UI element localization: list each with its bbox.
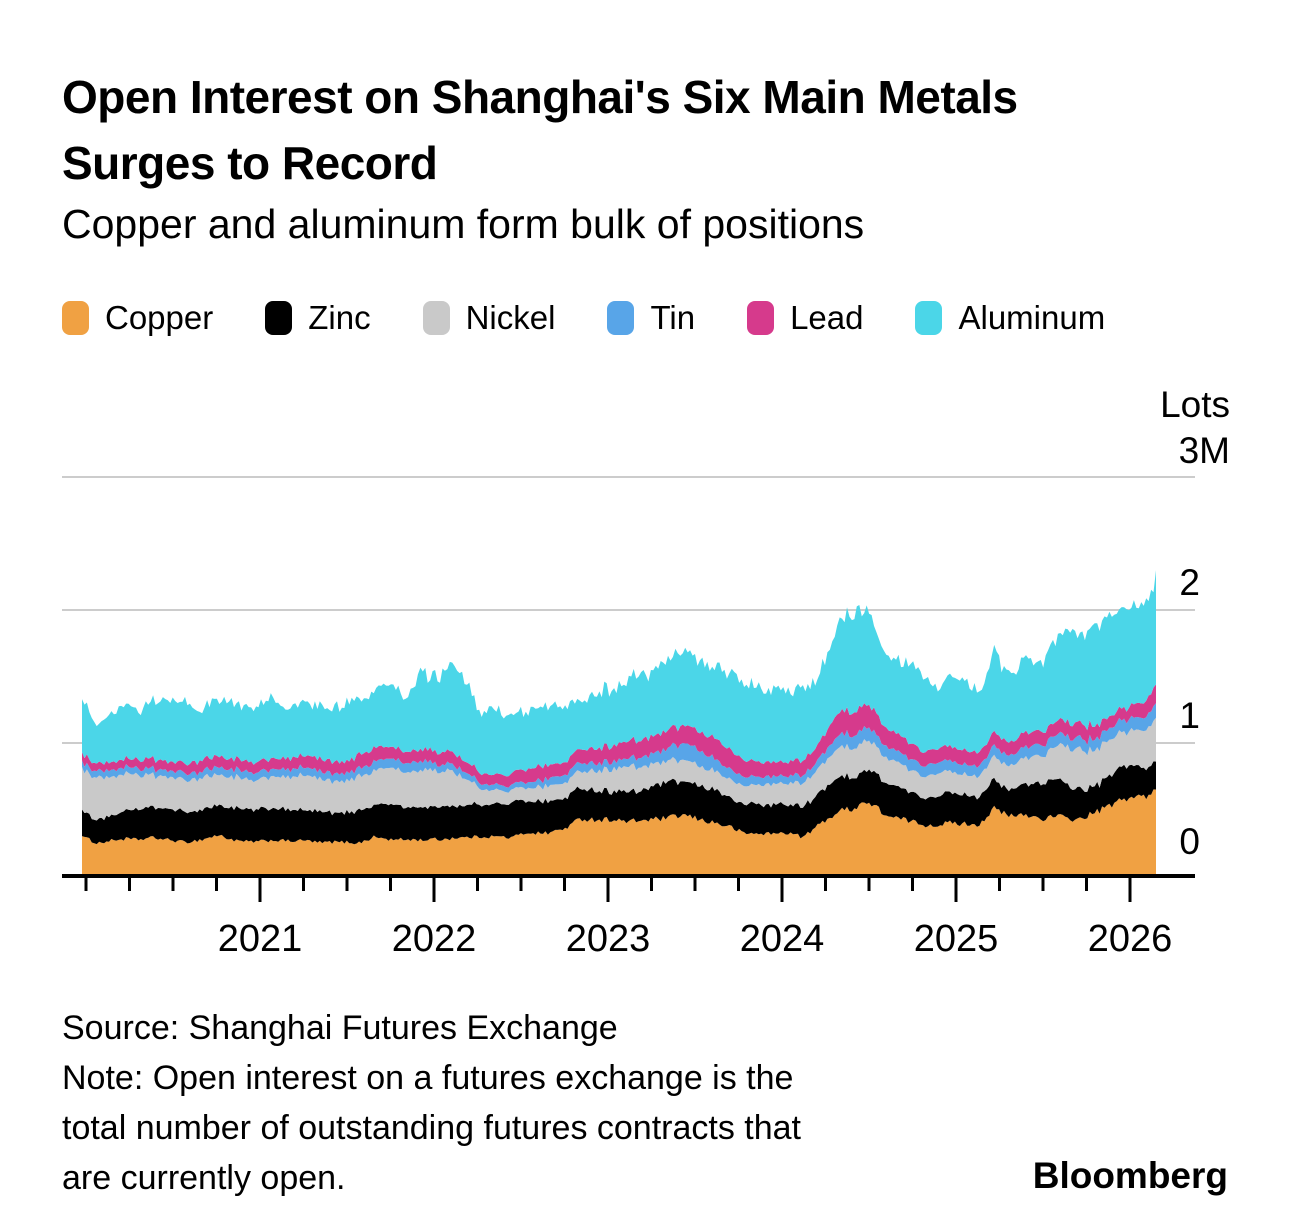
legend-item-nickel: Nickel bbox=[422, 299, 556, 336]
x-tick-label: 2026 bbox=[1088, 918, 1173, 960]
chart-legend: Copper Zinc Nickel Tin Lead Aluminum bbox=[62, 300, 1105, 336]
source-line: Source: Shanghai Futures Exchange bbox=[62, 1009, 618, 1047]
x-tick-label: 2023 bbox=[566, 918, 651, 960]
copper-swatch-icon bbox=[62, 301, 89, 335]
legend-item-lead: Lead bbox=[747, 300, 863, 336]
x-tick-label: 2025 bbox=[914, 918, 999, 960]
bloomberg-logo: Bloomberg bbox=[1032, 1155, 1228, 1196]
area-lead bbox=[82, 684, 1156, 788]
legend-item-zinc: Zinc bbox=[265, 299, 371, 336]
legend-label: Nickel bbox=[465, 299, 556, 336]
zinc-swatch-icon bbox=[265, 301, 293, 335]
tin-swatch-icon bbox=[607, 301, 635, 335]
area-copper bbox=[82, 789, 1156, 876]
note-line-3: are currently open. bbox=[62, 1159, 346, 1197]
x-tick-labels: 2021 2022 2023 2024 2025 2026 bbox=[218, 918, 1173, 960]
lead-swatch-icon bbox=[747, 301, 775, 335]
note-line-1: Note: Open interest on a futures exchang… bbox=[62, 1059, 794, 1097]
title-line-2: Surges to Record bbox=[62, 137, 438, 189]
chart-subtitle: Copper and aluminum form bulk of positio… bbox=[62, 201, 865, 247]
legend-label: Tin bbox=[650, 299, 696, 336]
legend-label: Copper bbox=[105, 299, 214, 336]
x-tick-label: 2024 bbox=[740, 918, 825, 960]
legend-label: Zinc bbox=[308, 299, 371, 336]
legend-item-tin: Tin bbox=[607, 300, 695, 336]
y-tick-label: 0 bbox=[1179, 821, 1200, 862]
title-line-1: Open Interest on Shanghai's Six Main Met… bbox=[62, 71, 1018, 123]
legend-label: Lead bbox=[790, 299, 864, 336]
note-line-2: total number of outstanding futures cont… bbox=[62, 1109, 801, 1147]
y-axis-unit-label: Lots bbox=[1160, 384, 1230, 425]
aluminum-swatch-icon bbox=[915, 301, 943, 335]
y-tick-label: 1 bbox=[1179, 695, 1200, 736]
y-tick-label: 2 bbox=[1179, 562, 1200, 603]
x-tick-label: 2021 bbox=[218, 918, 303, 960]
legend-item-copper: Copper bbox=[62, 300, 213, 336]
area-aluminum bbox=[82, 570, 1156, 777]
legend-label: Aluminum bbox=[958, 299, 1106, 336]
legend-item-aluminum: Aluminum bbox=[915, 300, 1105, 336]
y-tick-labels: 0 1 2 3M Lots bbox=[1160, 384, 1230, 862]
stacked-areas bbox=[82, 570, 1156, 876]
area-nickel bbox=[82, 717, 1156, 821]
x-tick-label: 2022 bbox=[392, 918, 477, 960]
nickel-swatch-icon bbox=[422, 301, 450, 335]
y-axis-top-label: 3M bbox=[1179, 430, 1230, 471]
chart-footer: Source: Shanghai Futures Exchange Note: … bbox=[62, 1003, 1042, 1203]
x-axis bbox=[62, 874, 1195, 902]
area-zinc bbox=[82, 761, 1156, 845]
page-title: Open Interest on Shanghai's Six Main Met… bbox=[62, 64, 1232, 196]
